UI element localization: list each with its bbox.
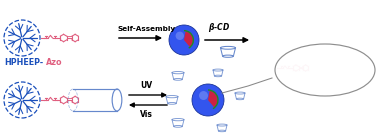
Text: $\bfit{\beta}$-CD: $\bfit{\beta}$-CD (208, 21, 230, 34)
Circle shape (176, 32, 184, 40)
Circle shape (169, 25, 199, 55)
Circle shape (199, 91, 208, 100)
Wedge shape (184, 31, 193, 47)
Wedge shape (208, 91, 218, 107)
Text: Vis: Vis (140, 110, 153, 119)
Ellipse shape (275, 44, 375, 96)
Text: Azo: Azo (46, 58, 62, 67)
Text: Self-Assembly: Self-Assembly (118, 26, 176, 32)
Text: UV: UV (140, 81, 152, 90)
Circle shape (192, 84, 224, 116)
Text: HPHEEP-: HPHEEP- (4, 58, 43, 67)
